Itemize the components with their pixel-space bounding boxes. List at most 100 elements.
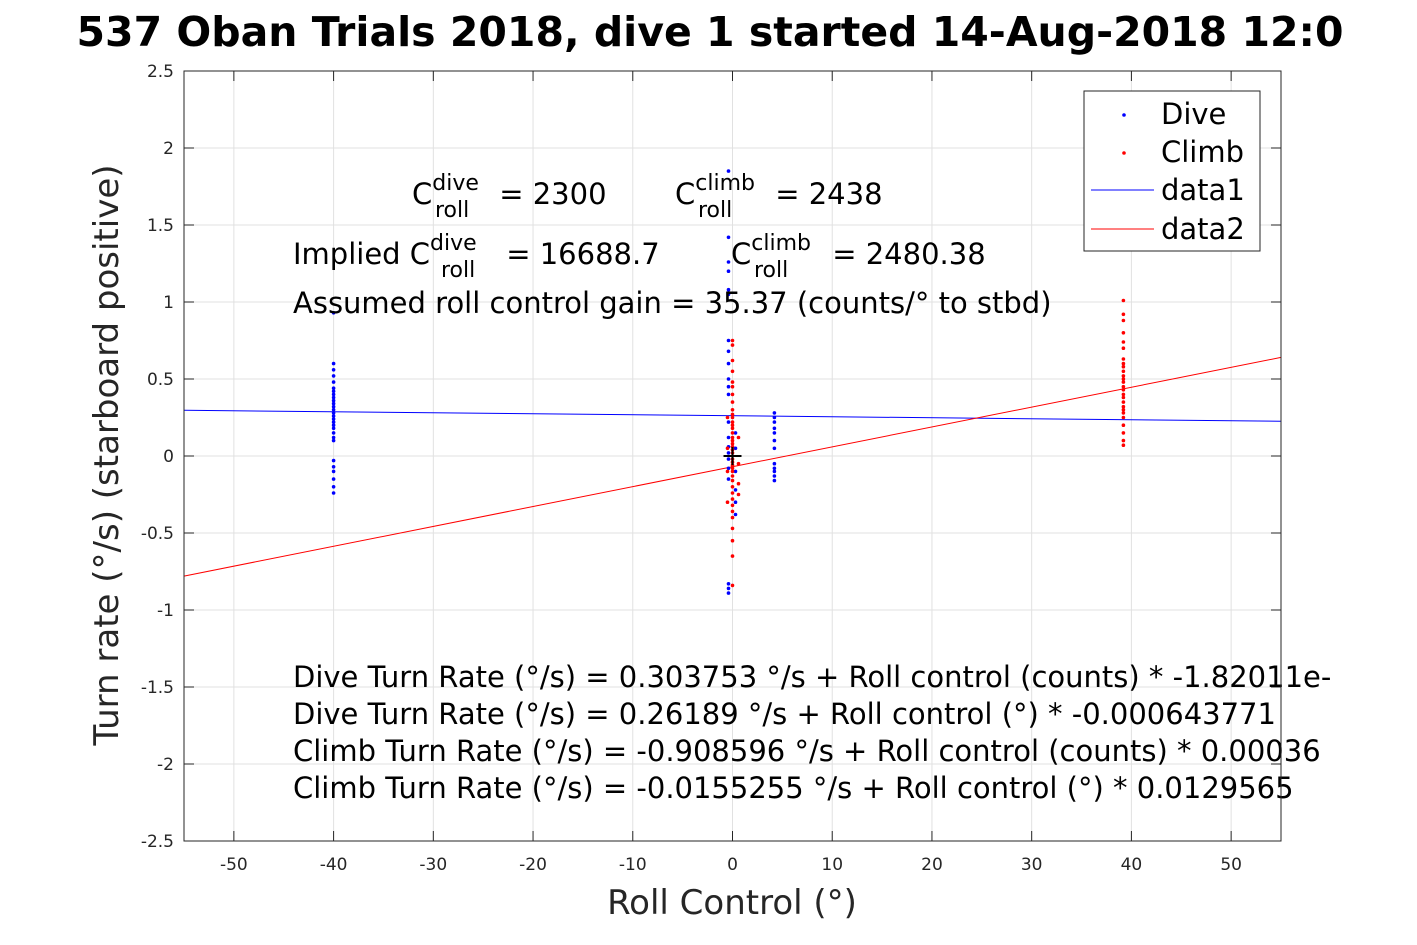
data-point-dive [726,349,731,354]
fit-line-1: Dive Turn Rate (°/s) = 0.303753 °/s + Ro… [293,660,1331,694]
data-point-dive [726,361,731,366]
data-point-dive [772,474,777,478]
data-point-dive [331,477,336,481]
legend-box [1083,90,1261,252]
data-point-dive [331,458,336,463]
data-point-climb [730,384,735,389]
data-point-climb [730,415,735,420]
implied-prefix: Implied C [293,237,430,271]
data-point-climb [1121,357,1126,361]
c-dive-sup: dive [432,171,479,196]
data-point-dive [726,338,731,343]
data-point-climb [730,358,735,363]
data-point-climb [730,423,735,428]
data-point-dive [331,374,336,378]
c-climb-sup: climb [695,171,755,196]
c-climb-base: C [675,177,695,211]
data-point-climb [1121,374,1126,378]
data-point-climb [730,503,735,508]
data-point-climb [1121,369,1126,374]
legend-dive-marker [1122,113,1126,117]
y-tick-label: 1.5 [147,216,174,236]
data-point-dive [726,420,731,424]
data-point-dive [331,431,336,435]
implied-dive-sup: dive [430,231,477,256]
data-point-climb [730,441,735,446]
data-point-dive [726,435,731,440]
data-point-climb [730,583,735,588]
y-tick-label: 0.5 [147,370,174,390]
c-climb-sub: roll [698,198,732,223]
data-point-dive [331,392,336,397]
data-point-dive [331,311,336,315]
data-point-climb [730,509,735,514]
data-point-dive [726,292,731,297]
implied-climb-sub: roll [754,258,788,283]
fit-line-2: Dive Turn Rate (°/s) = 0.26189 °/s + Rol… [293,697,1276,731]
data-point-climb [730,426,735,431]
data-point-dive [331,398,336,403]
data-point-climb [736,435,741,440]
data-point-climb [730,438,735,443]
data-point-dive [726,169,731,173]
data-point-climb [1121,400,1126,404]
data-point-dive [733,469,738,474]
data-point-dive [726,477,731,481]
x-tick-label: 0 [727,855,738,875]
implied-c-dive-annotation: Implied Cdive roll = 16688.7 [293,231,660,283]
x-tick-label: 10 [821,855,843,875]
y-tick-label: 0 [163,447,174,467]
data-point-dive [733,488,738,492]
x-tick-label: -30 [419,855,447,875]
data-point-climb [725,446,730,451]
c-dive-sub: roll [435,198,469,223]
data-point-climb [736,461,741,466]
data-point-dive [726,235,731,240]
x-tick-label: -10 [619,855,647,875]
data-point-climb [725,500,730,505]
data-point-dive [733,446,738,451]
data-point-climb [730,526,735,531]
data-point-dive [726,260,731,264]
data-point-climb [1121,438,1126,443]
data-point-climb [725,415,730,420]
data-point-climb [1121,443,1126,448]
data-point-dive [772,446,777,451]
c-dive-value: = 2300 [490,177,607,211]
data-point-dive [726,287,731,292]
y-tick-labels: -2.5 -2 -1.5 -1 -0.5 0 0.5 1 1.5 2 2.5 [141,62,174,852]
data-point-climb [1121,346,1126,351]
data-point-climb [730,538,735,543]
x-tick-labels: -50 -40 -30 -20 -10 0 10 20 30 40 50 [220,855,1242,875]
x-tick-label: 30 [1021,855,1043,875]
fit-line-3: Climb Turn Rate (°/s) = -0.908596 °/s + … [293,734,1321,768]
data-point-climb [1121,318,1126,323]
data-point-dive [331,426,336,431]
data-point-dive [331,485,336,489]
data-point-climb [730,469,735,474]
implied-climb-sup: climb [751,231,811,256]
data-point-climb [730,554,735,558]
x-tick-label: 50 [1220,855,1242,875]
data-point-dive [733,500,738,505]
gain-annotation: Assumed roll control gain = 35.37 (count… [293,286,1052,320]
data-point-dive [726,457,731,461]
c-roll-dive-annotation: Cdive roll = 2300 [412,171,607,223]
data-point-dive [772,478,777,483]
data-point-dive [331,465,336,469]
y-axis-label: Turn rate (°/s) (starboard positive) [87,164,127,746]
data-point-dive [772,420,777,424]
data-point-climb [730,400,735,404]
data-point-climb [730,431,735,435]
data-point-climb [730,485,735,489]
data-point-dive [331,361,336,366]
data-point-climb [1121,392,1126,397]
data-point-dive [331,389,336,394]
fit-line-4: Climb Turn Rate (°/s) = -0.0155255 °/s +… [293,771,1294,805]
legend: Dive Climb data1 data2 [1083,90,1261,252]
data-point-climb [730,435,735,440]
data-point-dive [726,451,731,455]
data-point-dive [733,431,738,435]
data-point-dive [331,423,336,428]
data-point-climb [730,474,735,478]
